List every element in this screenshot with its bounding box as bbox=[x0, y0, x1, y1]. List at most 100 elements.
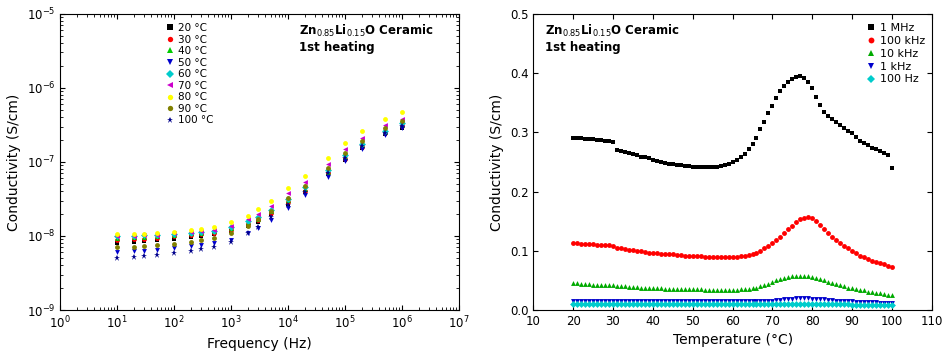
30 °C bbox=[299, 188, 311, 193]
90 °C bbox=[282, 196, 294, 200]
40 °C bbox=[208, 229, 219, 234]
100 Hz bbox=[843, 302, 854, 306]
50 °C bbox=[196, 243, 207, 247]
1 MHz bbox=[767, 103, 778, 108]
Line: 20 °C: 20 °C bbox=[115, 125, 404, 246]
20 °C bbox=[185, 234, 197, 239]
70 °C bbox=[151, 233, 162, 237]
1 kHz bbox=[743, 299, 754, 303]
10 kHz bbox=[807, 275, 818, 279]
20 °C bbox=[299, 190, 311, 194]
60 °C bbox=[128, 233, 140, 238]
40 °C bbox=[111, 236, 123, 240]
100 °C bbox=[265, 215, 276, 219]
70 °C bbox=[168, 231, 180, 236]
70 °C bbox=[208, 227, 219, 232]
90 °C bbox=[111, 245, 123, 250]
1 kHz bbox=[874, 301, 885, 305]
100 kHz bbox=[743, 253, 754, 257]
30 °C bbox=[139, 237, 150, 241]
80 °C bbox=[242, 213, 254, 218]
100 Hz bbox=[567, 302, 579, 306]
50 °C bbox=[282, 205, 294, 210]
60 °C bbox=[139, 233, 150, 237]
40 °C bbox=[128, 235, 140, 239]
60 °C bbox=[299, 185, 311, 189]
60 °C bbox=[151, 233, 162, 237]
100 °C bbox=[111, 256, 123, 260]
100 Hz bbox=[886, 303, 898, 307]
1 kHz bbox=[767, 299, 778, 303]
20 °C bbox=[225, 229, 237, 234]
Line: 50 °C: 50 °C bbox=[115, 126, 404, 255]
40 °C bbox=[282, 198, 294, 202]
90 °C bbox=[339, 151, 351, 155]
80 °C bbox=[185, 228, 197, 232]
50 °C bbox=[356, 147, 368, 151]
10 kHz bbox=[886, 293, 898, 297]
10 kHz bbox=[859, 288, 870, 292]
60 °C bbox=[196, 230, 207, 234]
50 °C bbox=[168, 246, 180, 250]
30 °C bbox=[185, 233, 197, 237]
1 kHz bbox=[846, 299, 858, 303]
1 kHz bbox=[567, 299, 579, 303]
1 MHz bbox=[846, 131, 858, 136]
Legend: 1 MHz, 100 kHz, 10 kHz, 1 kHz, 100 Hz: 1 MHz, 100 kHz, 10 kHz, 1 kHz, 100 Hz bbox=[865, 22, 926, 86]
30 °C bbox=[396, 124, 408, 128]
30 °C bbox=[225, 227, 237, 232]
70 °C bbox=[396, 116, 408, 121]
70 °C bbox=[356, 136, 368, 140]
70 °C bbox=[265, 204, 276, 208]
70 °C bbox=[253, 212, 264, 216]
80 °C bbox=[265, 199, 276, 203]
10 kHz bbox=[830, 282, 842, 286]
80 °C bbox=[151, 231, 162, 235]
80 °C bbox=[208, 225, 219, 229]
20 °C bbox=[379, 132, 390, 136]
100 °C bbox=[128, 255, 140, 259]
100 °C bbox=[225, 240, 237, 244]
Line: 100 Hz: 100 Hz bbox=[571, 302, 895, 307]
40 °C bbox=[339, 155, 351, 160]
1 MHz bbox=[859, 141, 870, 145]
60 °C bbox=[185, 231, 197, 235]
60 °C bbox=[265, 208, 276, 212]
40 °C bbox=[242, 220, 254, 224]
30 °C bbox=[242, 222, 254, 226]
100 °C bbox=[253, 225, 264, 229]
50 °C bbox=[299, 193, 311, 197]
70 °C bbox=[299, 180, 311, 184]
100 Hz bbox=[859, 303, 870, 307]
1 MHz bbox=[807, 86, 818, 90]
30 °C bbox=[196, 232, 207, 236]
80 °C bbox=[339, 141, 351, 145]
90 °C bbox=[151, 243, 162, 247]
Line: 60 °C: 60 °C bbox=[115, 121, 404, 238]
100 kHz bbox=[830, 238, 842, 242]
Text: Zn$_{0.85}$Li$_{0.15}$O Ceramic
1st heating: Zn$_{0.85}$Li$_{0.15}$O Ceramic 1st heat… bbox=[545, 23, 680, 54]
20 °C bbox=[111, 241, 123, 245]
70 °C bbox=[379, 123, 390, 127]
40 °C bbox=[379, 130, 390, 135]
90 °C bbox=[379, 126, 390, 130]
90 °C bbox=[356, 139, 368, 143]
40 °C bbox=[139, 234, 150, 239]
90 °C bbox=[265, 209, 276, 213]
60 °C bbox=[253, 214, 264, 219]
1 MHz bbox=[830, 120, 842, 124]
100 Hz bbox=[767, 302, 778, 306]
90 °C bbox=[396, 119, 408, 123]
20 °C bbox=[396, 126, 408, 130]
100 °C bbox=[185, 249, 197, 253]
Line: 10 kHz: 10 kHz bbox=[571, 273, 895, 297]
50 °C bbox=[253, 226, 264, 230]
90 °C bbox=[225, 231, 237, 236]
20 °C bbox=[339, 158, 351, 163]
100 °C bbox=[139, 254, 150, 258]
50 °C bbox=[396, 126, 408, 130]
100 °C bbox=[151, 253, 162, 257]
50 °C bbox=[225, 238, 237, 242]
100 kHz bbox=[886, 265, 898, 269]
20 °C bbox=[196, 234, 207, 238]
